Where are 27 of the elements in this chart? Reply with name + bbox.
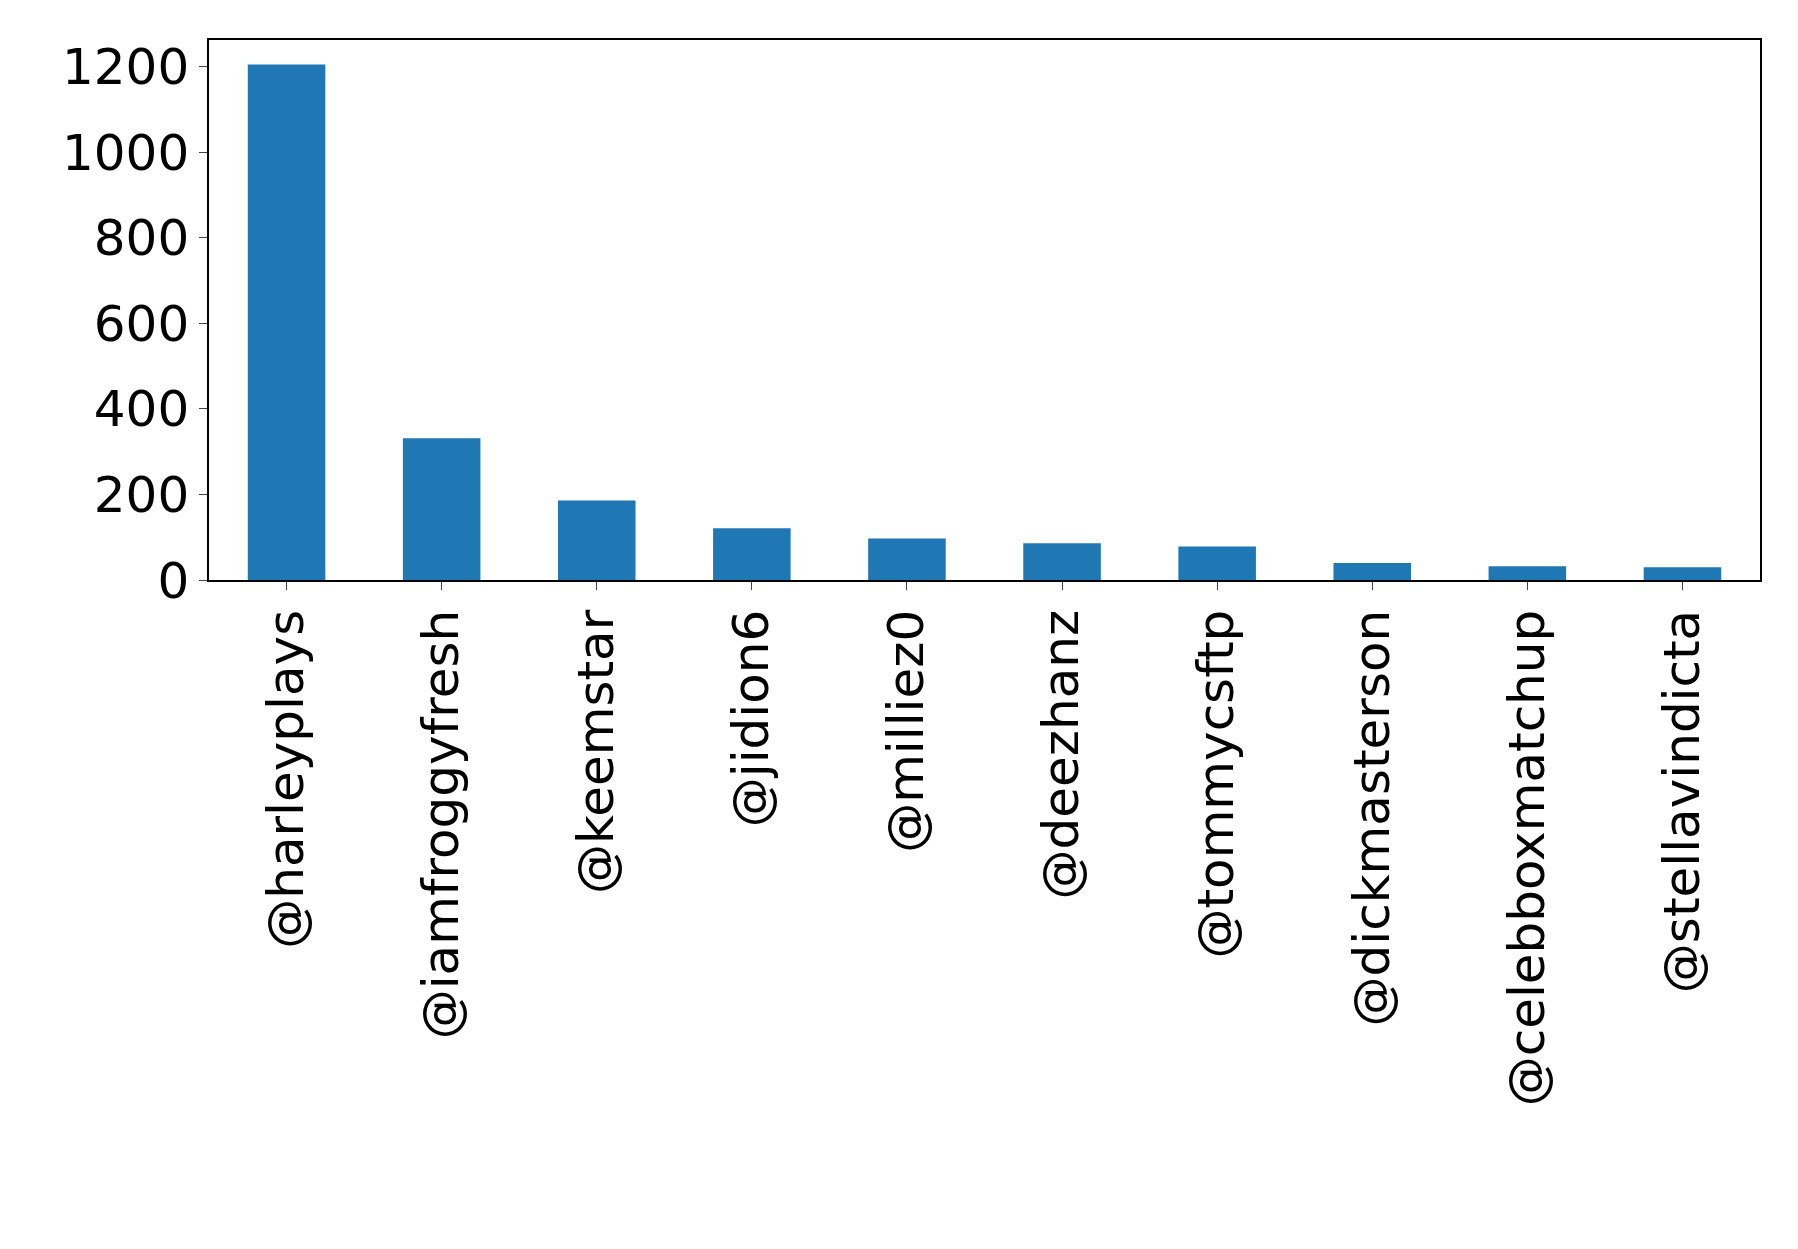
y-tick-label: 1200 [62,38,190,97]
y-tick-label: 1000 [62,123,190,182]
y-tick-label: 0 [157,551,190,610]
bar [1333,562,1412,580]
x-tick-label: @jidion6 [722,609,781,828]
bar [402,438,481,580]
y-tick-label: 600 [93,294,190,353]
x-tick-label: @dickmasterson [1342,609,1401,1027]
bar [1023,543,1101,580]
x-tick-label: @keemstar [567,609,625,895]
y-tick-label: 200 [93,465,190,524]
x-tick-label: @deezhanz [1032,609,1091,900]
bar [1488,566,1567,580]
bar [247,64,326,580]
x-tick-label: @iamfroggyfresh [411,609,470,1040]
bar [1178,546,1256,580]
y-tick-label: 400 [93,380,190,439]
y-tick-label: 800 [93,209,190,268]
bar [1643,567,1722,580]
bar [713,528,791,580]
x-tick-label: @stellavindicta [1652,609,1711,994]
x-tick-label: @celebboxmatchup [1497,609,1556,1107]
x-tick-label: @harleyplays [256,609,315,949]
bar [868,538,946,580]
bar [557,500,636,580]
x-tick-label: @tommycsftp [1187,609,1246,959]
x-tick-label: @milliez0 [877,609,936,853]
